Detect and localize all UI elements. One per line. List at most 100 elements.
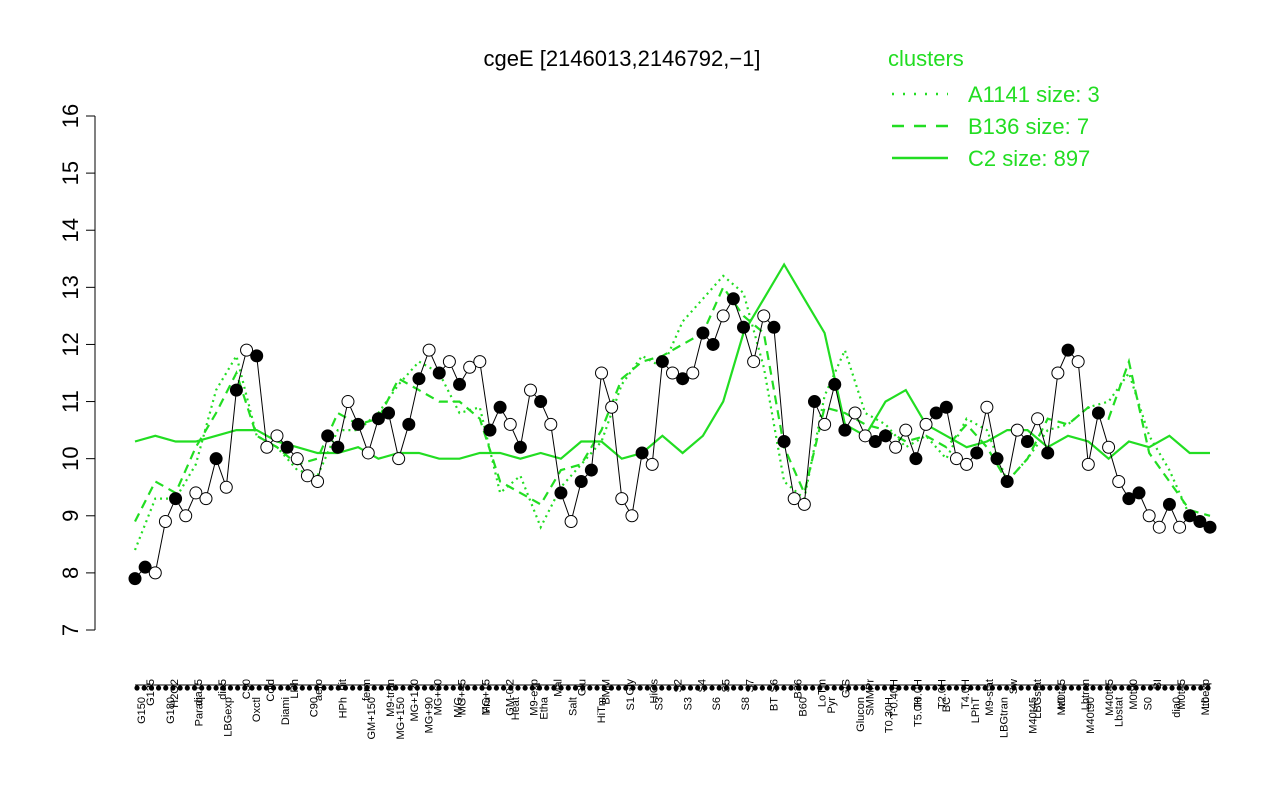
x-tick-mark xyxy=(306,685,313,691)
x-tick-mark xyxy=(235,685,241,691)
data-point xyxy=(493,400,507,414)
x-tick-label: Etha xyxy=(539,696,551,720)
x-tick-label: T-0.40H xyxy=(888,679,900,718)
x-tick-mark xyxy=(321,685,327,691)
series-line-c2 xyxy=(134,262,1210,461)
x-tick-mark xyxy=(529,685,535,691)
series-line-b136 xyxy=(134,285,1211,522)
x-tick-mark xyxy=(1155,685,1161,691)
x-tick-label: BT xyxy=(769,697,781,711)
x-tick-mark xyxy=(896,685,902,691)
x-tick-mark xyxy=(594,685,600,691)
data-point xyxy=(1051,366,1065,380)
x-tick-mark xyxy=(141,685,147,691)
x-tick-label: aero xyxy=(313,679,325,701)
x-tick-mark xyxy=(1191,685,1197,691)
x-tick-mark xyxy=(1040,685,1046,691)
x-tick-label: Gly xyxy=(625,679,637,696)
legend: clusters A1141 size: 3 B136 size: 7 C2 s… xyxy=(888,46,1100,171)
x-tick-mark xyxy=(249,685,255,691)
x-tick-label: M0t90 xyxy=(1128,679,1140,710)
x-tick-mark xyxy=(709,685,715,691)
x-tick-mark xyxy=(1111,685,1118,691)
x-tick-label: Salt xyxy=(567,697,579,716)
x-tick-label: M9-exp xyxy=(529,679,541,716)
data-point xyxy=(250,349,264,363)
x-tick-mark xyxy=(874,685,880,691)
x-tick-label: GM-0.2 xyxy=(505,679,517,716)
x-tick-mark xyxy=(774,685,780,691)
x-tick-mark xyxy=(134,685,140,691)
x-tick-label: Heat xyxy=(510,697,522,720)
data-point xyxy=(726,292,740,306)
data-point xyxy=(625,509,639,523)
x-tick-label: BMM xyxy=(601,679,613,705)
x-tick-mark xyxy=(802,685,809,691)
data-point xyxy=(311,475,325,489)
x-tick-label: LBGexp xyxy=(222,697,234,737)
x-tick-mark xyxy=(745,685,751,691)
x-tick-mark xyxy=(1047,685,1053,691)
x-tick-mark xyxy=(939,685,945,691)
data-point xyxy=(949,452,963,466)
x-tick-mark xyxy=(810,685,816,691)
legend-label-b136: B136 size: 7 xyxy=(968,114,1089,139)
x-tick-mark xyxy=(788,685,794,691)
data-point xyxy=(229,383,243,397)
x-tick-mark xyxy=(925,685,931,691)
data-point xyxy=(483,423,497,437)
x-tick-label: Lbexp xyxy=(1200,679,1212,709)
data-point xyxy=(1173,520,1187,534)
data-point xyxy=(990,452,1004,466)
x-tick-mark xyxy=(263,685,269,691)
x-tick-mark xyxy=(860,685,866,691)
data-point xyxy=(1122,492,1136,506)
data-point xyxy=(1091,406,1105,420)
x-tick-label: T0.0H xyxy=(912,679,924,709)
x-tick-mark xyxy=(831,685,837,691)
data-point xyxy=(260,440,274,454)
x-tick-label: G135 xyxy=(145,679,157,706)
x-tick-mark xyxy=(342,685,349,691)
y-tick-label: 11 xyxy=(58,390,83,413)
x-tick-label: Mal xyxy=(553,679,565,697)
data-point xyxy=(189,486,203,500)
x-tick-label: HiTm xyxy=(596,697,608,723)
x-tick-mark xyxy=(371,685,377,691)
x-tick-label: T2.0H xyxy=(936,679,948,709)
data-point xyxy=(584,463,598,477)
x-tick-mark xyxy=(170,685,176,691)
x-tick-label: C90 xyxy=(309,697,321,717)
data-point xyxy=(564,514,578,528)
data-point xyxy=(341,395,355,409)
data-point xyxy=(818,417,832,431)
x-tick-label: dia15 xyxy=(193,679,205,706)
data-point xyxy=(889,440,903,454)
x-tick-mark xyxy=(953,685,960,691)
data-point xyxy=(503,417,517,431)
x-tick-mark xyxy=(838,685,845,691)
x-tick-mark xyxy=(285,685,291,691)
x-tick-label: B36 xyxy=(792,679,804,699)
x-tick-mark xyxy=(1119,685,1125,691)
data-point xyxy=(1041,446,1055,460)
data-point xyxy=(158,514,172,528)
x-tick-mark xyxy=(1004,685,1010,691)
x-tick-mark xyxy=(522,685,528,691)
data-point xyxy=(939,400,953,414)
x-tick-label: Glu xyxy=(577,679,589,696)
x-tick-mark xyxy=(975,685,981,691)
x-tick-mark xyxy=(213,685,219,691)
x-tick-label: S6 xyxy=(768,679,780,692)
x-tick-mark xyxy=(515,685,521,691)
x-tick-mark xyxy=(421,685,428,691)
x-tick-mark xyxy=(1090,685,1096,691)
x-tick-mark xyxy=(227,685,234,691)
x-tick-label: HPh xyxy=(337,697,349,718)
x-tick-label: MG+15 xyxy=(481,679,493,715)
x-tick-mark xyxy=(1183,685,1190,691)
x-tick-label: LoTm xyxy=(816,679,828,707)
data-point xyxy=(1061,343,1075,357)
x-tick-mark xyxy=(1054,685,1060,691)
x-tick-mark xyxy=(472,685,478,691)
